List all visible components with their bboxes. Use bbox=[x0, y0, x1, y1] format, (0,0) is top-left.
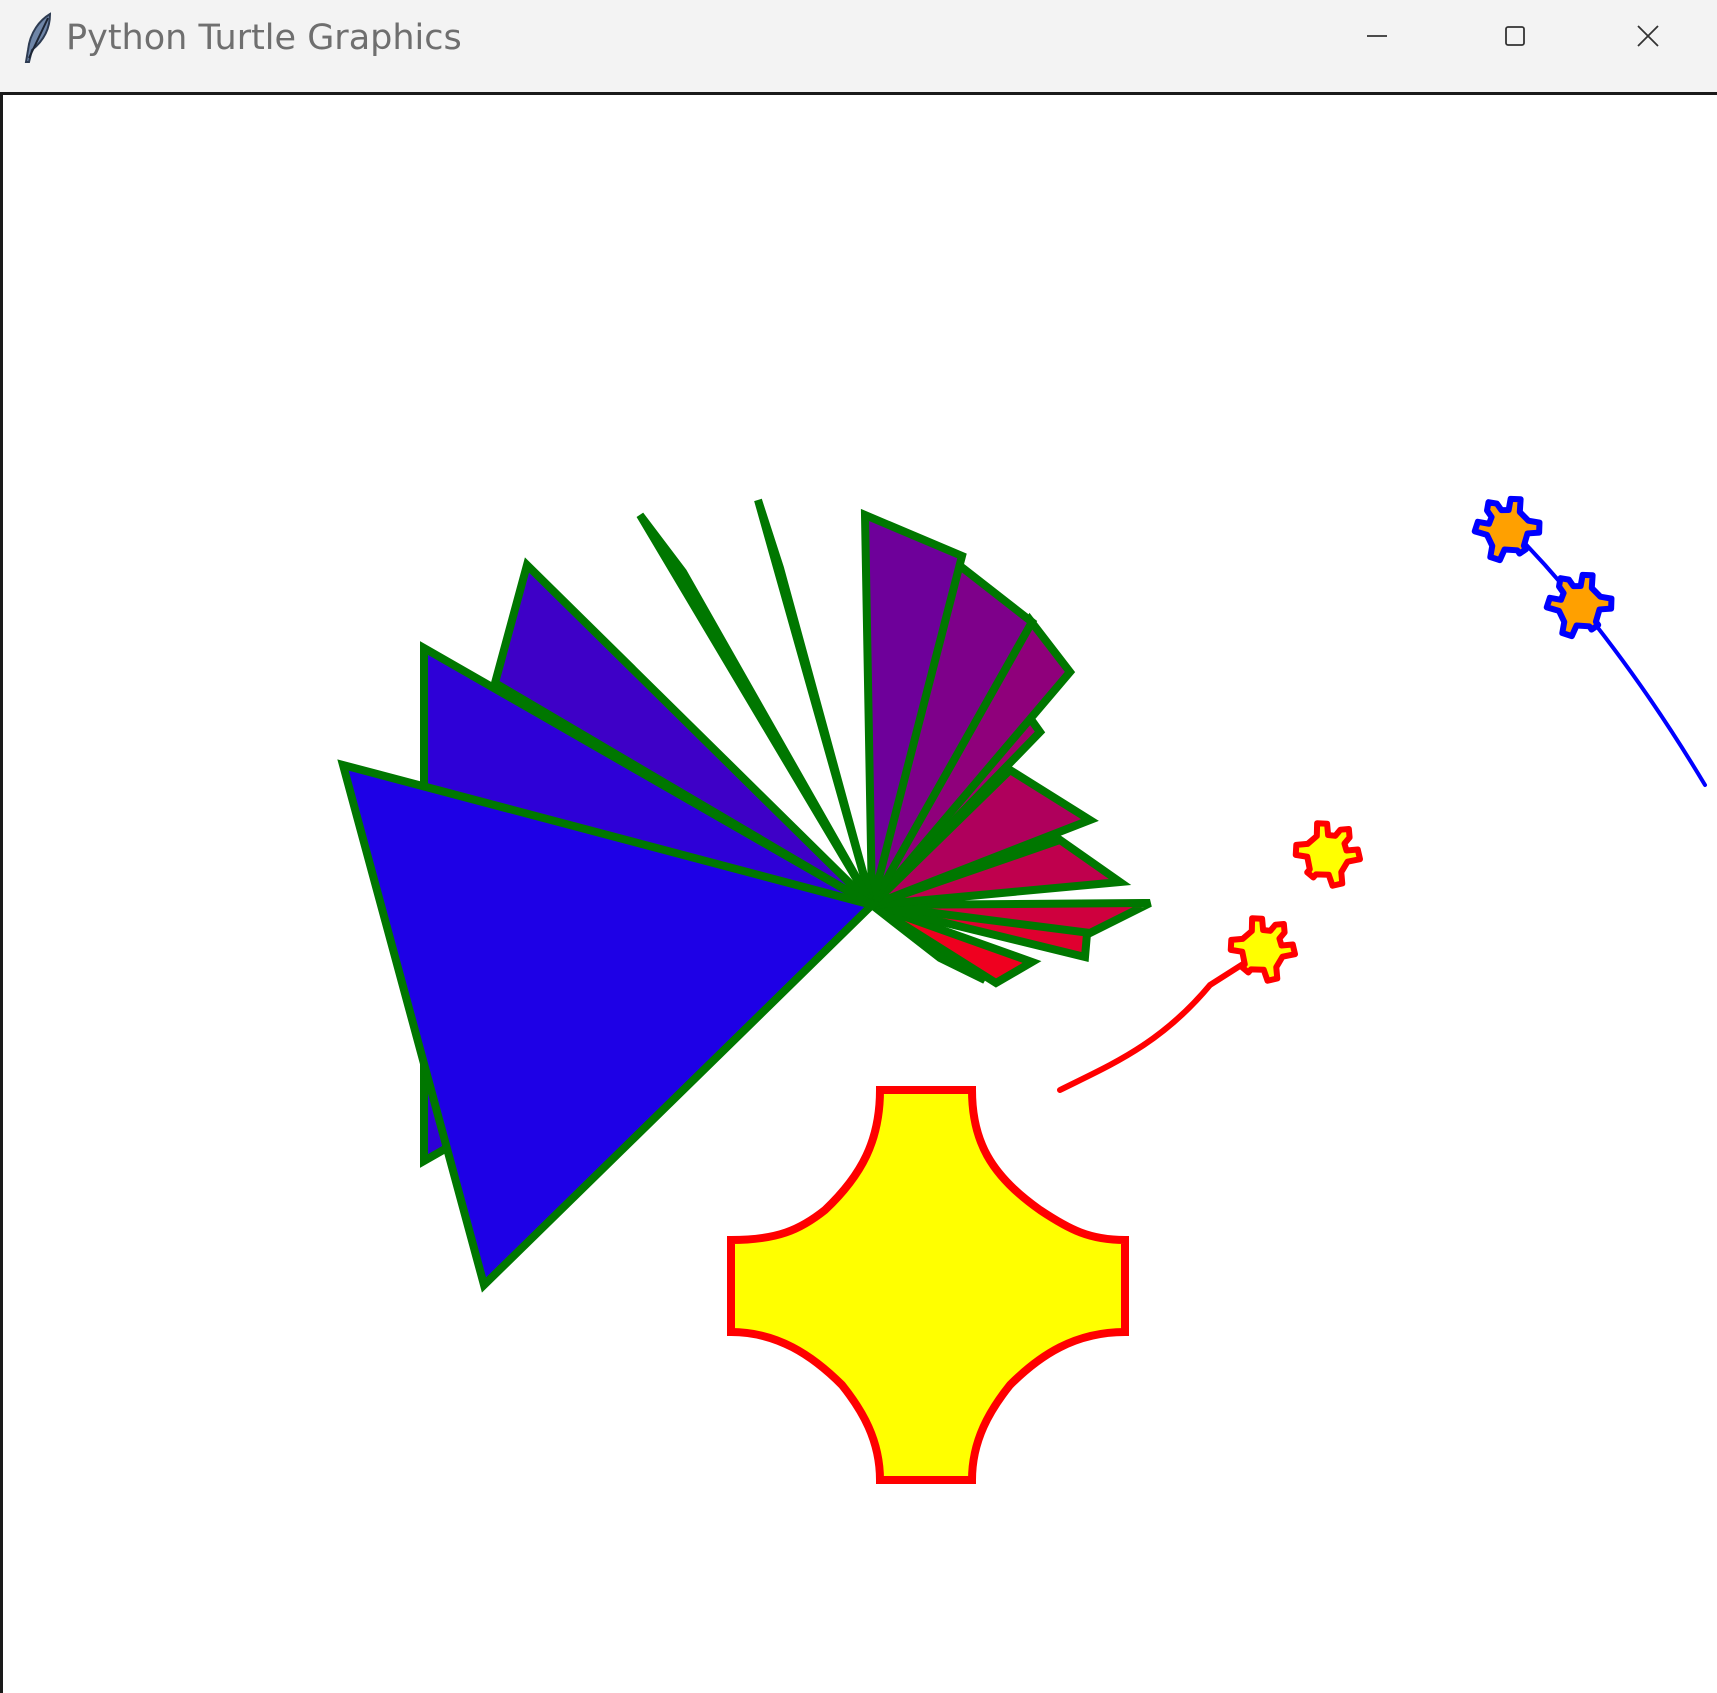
fan-triangle bbox=[869, 901, 1042, 988]
red-turtle-trail bbox=[1057, 947, 1268, 1093]
turtle-body bbox=[1471, 495, 1543, 564]
turtle-body bbox=[1292, 820, 1364, 889]
maximize-icon bbox=[1505, 26, 1525, 46]
minimize-button[interactable] bbox=[1308, 0, 1446, 72]
red-turtle bbox=[1227, 915, 1299, 984]
cross-shape bbox=[727, 1086, 1129, 1484]
blue-turtle bbox=[1543, 571, 1615, 640]
turtle-body bbox=[1227, 915, 1299, 984]
fan-triangle bbox=[871, 899, 1152, 938]
fan-triangle bbox=[337, 759, 880, 1293]
blue-turtle bbox=[1471, 495, 1543, 564]
turtle-drawing bbox=[337, 495, 1707, 1484]
title-bar[interactable]: Python Turtle Graphics bbox=[0, 0, 1717, 92]
turtle-body bbox=[1543, 571, 1615, 640]
turtle-canvas[interactable] bbox=[0, 92, 1717, 1693]
fan-triangle bbox=[636, 512, 876, 908]
close-icon bbox=[1637, 25, 1659, 47]
feather-icon bbox=[24, 12, 52, 63]
fan-triangle bbox=[754, 498, 876, 907]
window-title: Python Turtle Graphics bbox=[66, 18, 462, 58]
fan-triangle bbox=[860, 508, 967, 906]
red-turtle bbox=[1292, 820, 1364, 889]
close-button[interactable] bbox=[1579, 0, 1717, 72]
blue-turtle-trail bbox=[1506, 523, 1707, 787]
maximize-button[interactable] bbox=[1446, 0, 1584, 72]
minimize-icon bbox=[1367, 35, 1387, 37]
